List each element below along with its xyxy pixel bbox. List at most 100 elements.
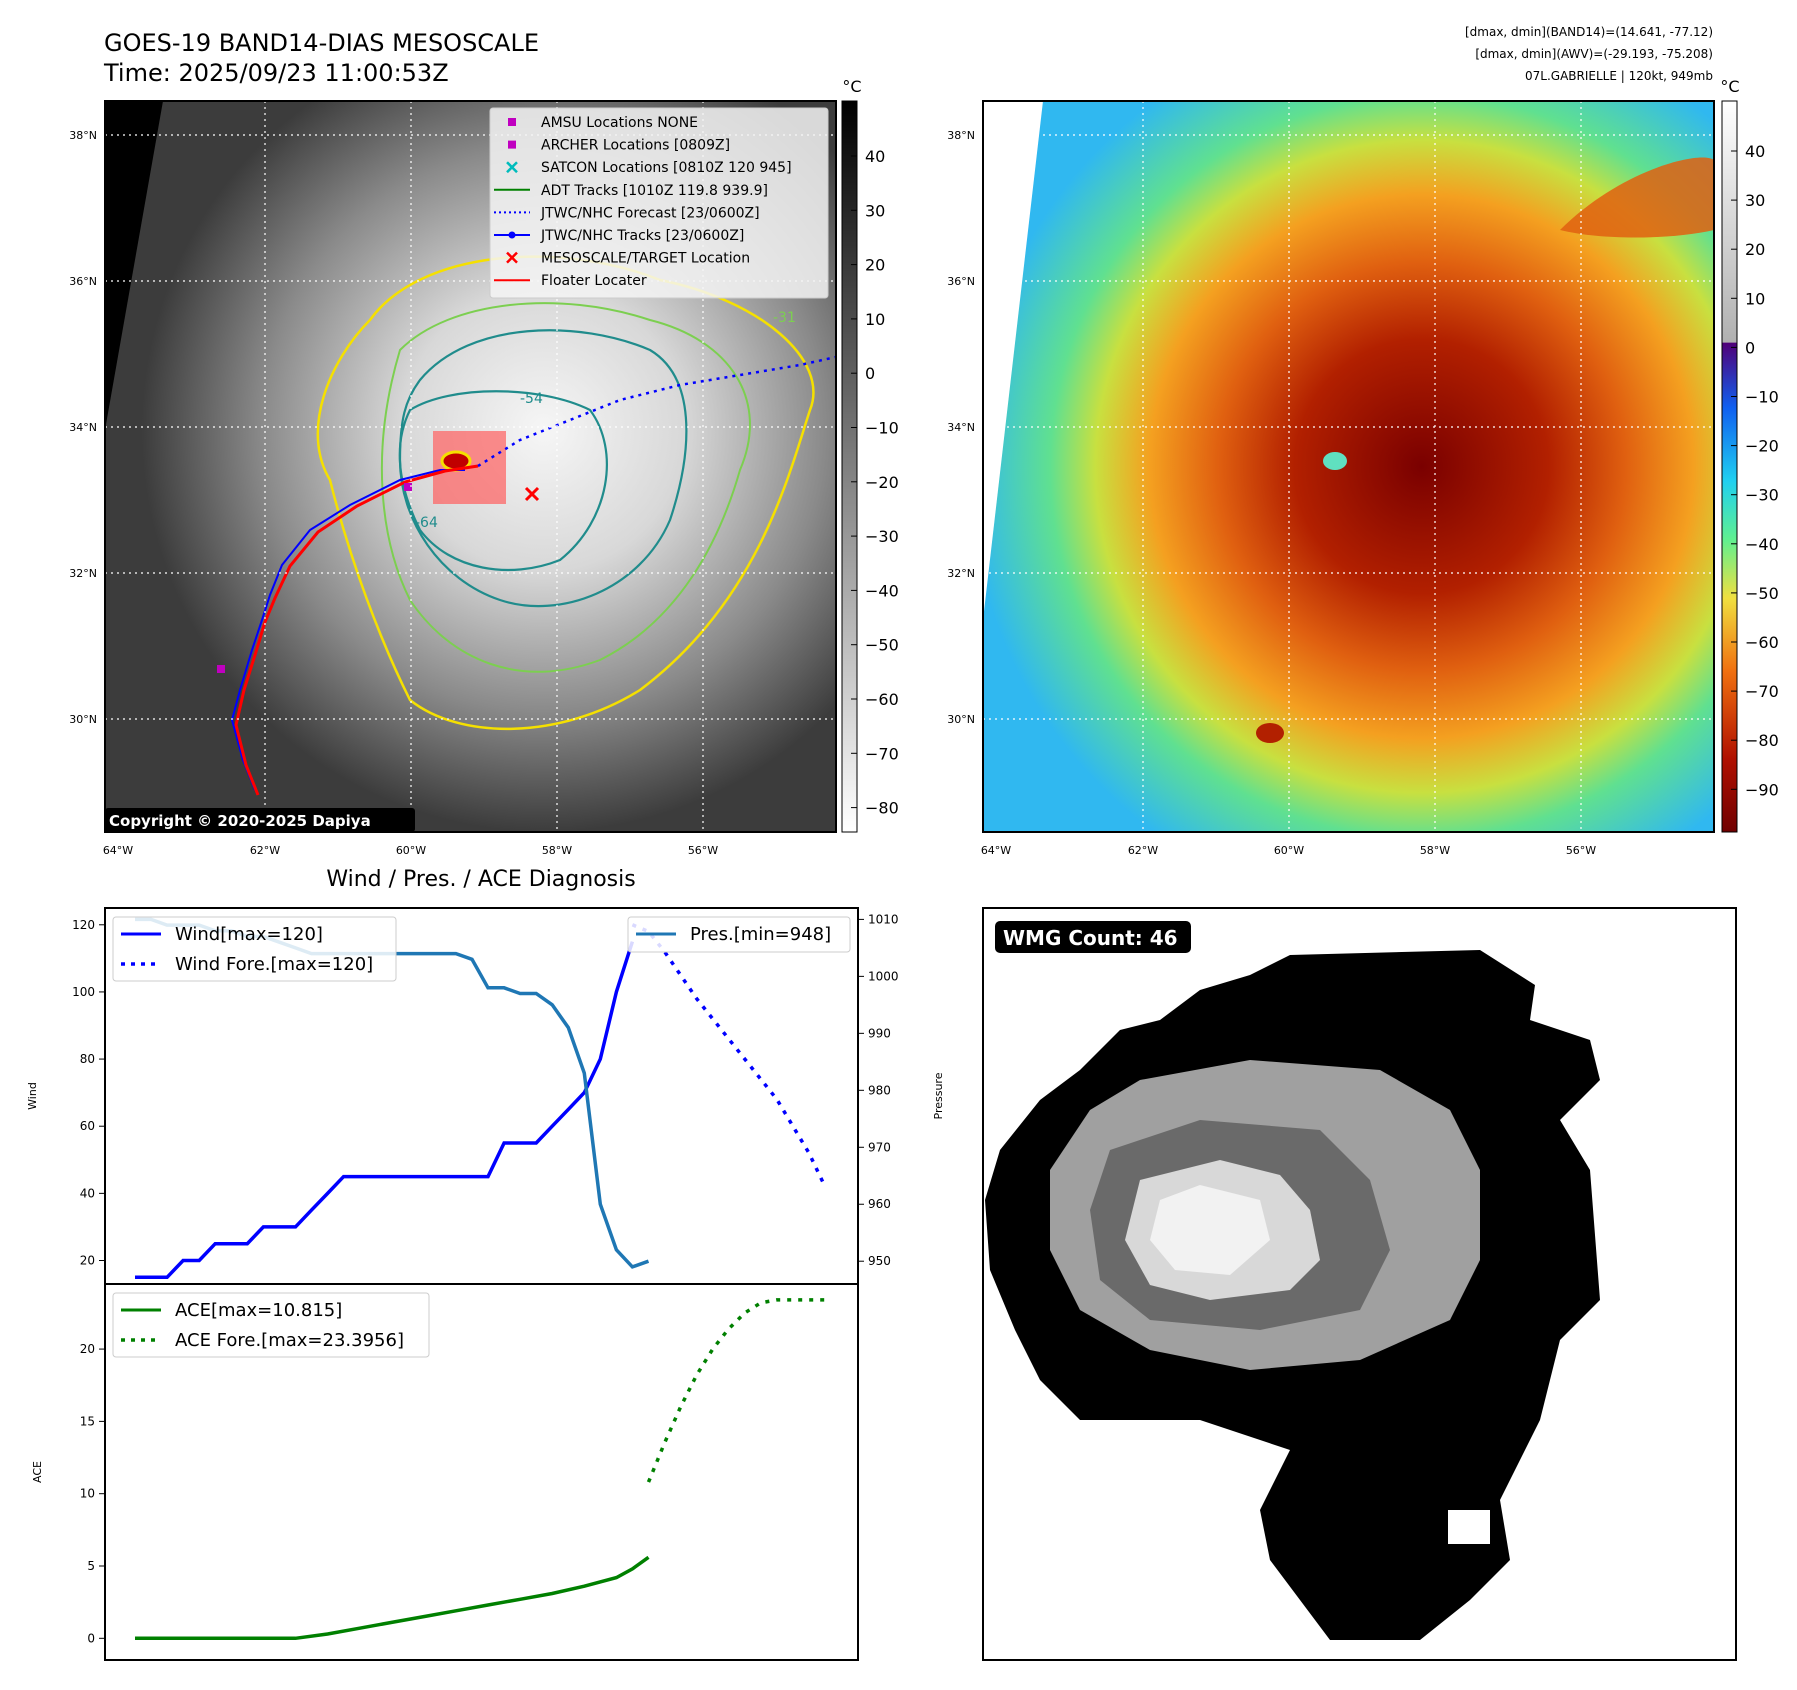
- lon-label: 58°W: [1420, 844, 1450, 857]
- contour-label-64: -64: [415, 515, 438, 531]
- awv-no-data-wedge: [983, 101, 1043, 620]
- ir-no-data-wedge: [105, 101, 163, 430]
- colorbar-tick-label: 0: [865, 364, 875, 383]
- legend-label: ARCHER Locations [0809Z]: [541, 138, 730, 154]
- lat-label: 36°N: [947, 275, 975, 288]
- mesoscale-target-marker: [524, 486, 540, 502]
- pressure-legend-box: [627, 916, 851, 953]
- contour-label-31: -31: [773, 310, 796, 326]
- wmg-eye-core: [1150, 1185, 1270, 1275]
- axis-tick-label: 60: [80, 1119, 95, 1133]
- ace-legend: ACE[max=10.815] ACE Fore.[max=23.3956]: [112, 1292, 430, 1358]
- legend-x-icon: [506, 161, 518, 174]
- legend-square-icon: [508, 118, 516, 126]
- legend-item: JTWC/NHC Forecast [23/0600Z]: [494, 205, 760, 221]
- lat-label: 34°N: [947, 421, 975, 434]
- colorbar-tick-label: −20: [1745, 437, 1779, 456]
- ir-colorbar-ticks: 40 30 20 10 0 −10 −20 −30 −40 −50 −60 −70 −80: [851, 147, 899, 818]
- lon-label: 62°W: [1128, 844, 1158, 857]
- stats-band14: [dmax, dmin](BAND14)=(14.641, -77.12): [1465, 25, 1713, 39]
- legend-label: ADT Tracks [1010Z 119.8 939.9]: [541, 183, 768, 199]
- ir-colorbar: [841, 100, 858, 833]
- wmg-count-badge: [995, 921, 1191, 953]
- figure-title: GOES-19 BAND14-DIAS MESOSCALE: [104, 29, 539, 57]
- awv-lat-labels: 38°N 36°N 34°N 32°N 30°N: [947, 129, 975, 726]
- axis-tick-label: 960: [868, 1197, 891, 1211]
- archer-marker: [217, 665, 225, 673]
- colorbar-tick-label: −50: [1745, 584, 1779, 603]
- colorbar-tick-label: −60: [1745, 633, 1779, 652]
- lat-label: 30°N: [69, 713, 97, 726]
- legend-label: JTWC/NHC Forecast [23/0600Z]: [540, 205, 760, 221]
- contour-label-54: -54: [520, 391, 543, 407]
- lon-label: 64°W: [103, 844, 133, 857]
- legend-item: Floater Locater: [494, 273, 647, 289]
- awv-colorbar: [1721, 100, 1738, 833]
- wmg-panel: WMG Count: 46: [982, 907, 1737, 1661]
- awv-map-panel: 38°N 36°N 34°N 32°N 30°N 64°W 62°W 60°W …: [947, 77, 1779, 857]
- lat-label: 34°N: [69, 421, 97, 434]
- lon-label: 62°W: [250, 844, 280, 857]
- lon-label: 64°W: [981, 844, 1011, 857]
- legend-pressure: Pres.[min=948]: [690, 924, 831, 945]
- colorbar-tick-label: 30: [865, 201, 885, 220]
- legend-item: MESOSCALE/TARGET Location: [506, 251, 750, 267]
- axis-tick-label: 40: [80, 1186, 95, 1200]
- colorbar-tick-label: −60: [865, 690, 899, 709]
- lat-label: 32°N: [69, 567, 97, 580]
- awv-eye: [1323, 452, 1347, 470]
- awv-gridlines: [983, 101, 1714, 832]
- axis-tick-label: 990: [868, 1026, 891, 1040]
- lat-label: 38°N: [69, 129, 97, 142]
- awv-colorbar-ticks: 40 30 20 10 0 −10 −20 −30 −40 −50 −60 −70 −80 −90: [1731, 142, 1779, 799]
- nhc-forecast-line: [477, 355, 836, 468]
- wmg-count-text: WMG Count: 46: [1003, 926, 1178, 950]
- pressure-ylabel: Pressure: [932, 1072, 945, 1119]
- lon-label: 56°W: [688, 844, 718, 857]
- contour-green: [380, 302, 751, 673]
- axis-tick-label: 970: [868, 1140, 891, 1154]
- pressure-legend: Pres.[min=948]: [627, 916, 851, 953]
- wind-legend: Wind[max=120] Wind Fore.[max=120]: [112, 916, 397, 982]
- lon-label: 58°W: [542, 844, 572, 857]
- awv-frame: [982, 100, 1715, 833]
- legend-label: JTWC/NHC Tracks [23/0600Z]: [540, 228, 744, 244]
- series-line: [135, 1555, 650, 1641]
- awv-colorbar-unit: °C: [1720, 77, 1739, 96]
- colorbar-tick-label: −70: [865, 744, 899, 763]
- legend-ace: ACE[max=10.815]: [175, 1300, 342, 1321]
- colorbar-tick-label: 0: [1745, 338, 1755, 357]
- colorbar-tick-label: −10: [1745, 388, 1779, 407]
- axis-tick-label: 120: [72, 918, 95, 932]
- legend-label: Floater Locater: [541, 273, 647, 289]
- legend-ace-forecast: ACE Fore.[max=23.3956]: [175, 1330, 404, 1351]
- colorbar-tick-label: 10: [1745, 289, 1765, 308]
- colorbar-tick-label: −20: [865, 473, 899, 492]
- ir-colorbar-unit: °C: [842, 77, 861, 96]
- colorbar-tick-label: −30: [865, 527, 899, 546]
- legend-item: JTWC/NHC Tracks [23/0600Z]: [494, 228, 744, 244]
- axis-tick-label: 5: [87, 1559, 95, 1573]
- colorbar-tick-label: −10: [865, 419, 899, 438]
- axis-tick-label: 1010: [868, 912, 899, 926]
- ir-lon-labels: 64°W 62°W 60°W 58°W 56°W: [103, 844, 718, 857]
- lon-label: 60°W: [396, 844, 426, 857]
- axis-tick-label: 15: [80, 1414, 95, 1428]
- wind-ylabel: Wind: [26, 1082, 39, 1110]
- legend-label: SATCON Locations [0810Z 120 945]: [541, 160, 792, 176]
- contour-teal-inner: [398, 390, 608, 572]
- axis-tick-label: 1000: [868, 969, 899, 983]
- diagnosis-title: Wind / Pres. / ACE Diagnosis: [326, 867, 635, 892]
- legend-box: [489, 107, 829, 299]
- legend-label: MESOSCALE/TARGET Location: [541, 251, 750, 267]
- floater-track-line: [234, 464, 479, 796]
- axis-tick-label: 20: [80, 1254, 95, 1268]
- axis-tick-label: 0: [87, 1631, 95, 1645]
- awv-lon-labels: 64°W 62°W 60°W 58°W 56°W: [981, 844, 1596, 857]
- ir-frame: [104, 100, 837, 833]
- series-line: [135, 941, 635, 1280]
- legend-item: SATCON Locations [0810Z 120 945]: [506, 160, 792, 176]
- copyright-text: Copyright © 2020-2025 Dapiya: [109, 812, 371, 830]
